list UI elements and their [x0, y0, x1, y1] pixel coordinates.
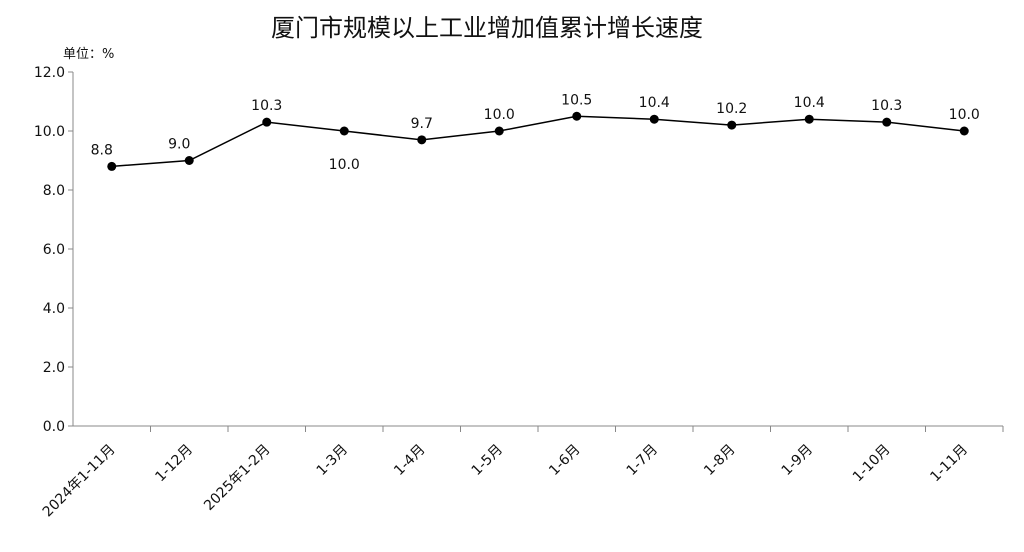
point — [727, 120, 737, 130]
x-tick-label: 1-9月 — [779, 442, 816, 479]
x-tick-label: 1-3月 — [314, 442, 351, 479]
y-tick-label: 10.0 — [34, 124, 65, 140]
y-tick-label: 12.0 — [34, 65, 65, 81]
x-tick-label: 2024年1-11月 — [40, 442, 119, 521]
data-label: 9.0 — [168, 137, 190, 153]
chart-title: 厦门市规模以上工业增加值累计增长速度 — [271, 14, 703, 42]
data-label: 8.8 — [91, 142, 113, 158]
data-label: 10.5 — [561, 92, 592, 108]
x-tick-label: 1-12月 — [152, 442, 196, 486]
x-tick-label: 2025年1-2月 — [201, 442, 273, 514]
data-label: 10.4 — [794, 95, 825, 111]
data-label: 10.3 — [251, 98, 282, 114]
data-label: 9.7 — [411, 116, 433, 132]
y-tick-label: 8.0 — [43, 183, 65, 199]
point — [572, 111, 582, 121]
point — [184, 156, 194, 165]
point — [649, 114, 659, 124]
x-tick-label: 1-8月 — [701, 442, 738, 479]
x-tick-label: 1-6月 — [546, 442, 583, 479]
y-tick-label: 6.0 — [43, 242, 65, 258]
point — [959, 126, 969, 136]
y-tick-label: 0.0 — [43, 419, 65, 435]
data-label: 10.4 — [639, 95, 670, 111]
point — [262, 117, 272, 127]
point — [804, 114, 814, 124]
y-tick-label: 2.0 — [43, 360, 65, 376]
y-tick-label: 4.0 — [43, 301, 65, 317]
point — [494, 126, 504, 136]
point — [107, 161, 117, 171]
line — [111, 115, 965, 168]
x-tick-label: 1-5月 — [469, 442, 506, 479]
x-tick-label: 1-4月 — [391, 442, 428, 479]
data-label: 10.0 — [329, 157, 360, 173]
data-label: 10.0 — [949, 107, 980, 123]
point — [339, 126, 349, 136]
y-unit: 单位：% — [63, 47, 114, 62]
data-label: 10.0 — [484, 107, 515, 123]
x-tick-label: 1-10月 — [850, 442, 894, 486]
data-label: 10.3 — [871, 98, 902, 114]
data-label: 10.2 — [716, 101, 747, 117]
point — [417, 135, 427, 145]
x-tick-label: 1-7月 — [624, 442, 661, 479]
point — [882, 117, 892, 127]
x-tick-label: 1-11月 — [927, 442, 971, 486]
